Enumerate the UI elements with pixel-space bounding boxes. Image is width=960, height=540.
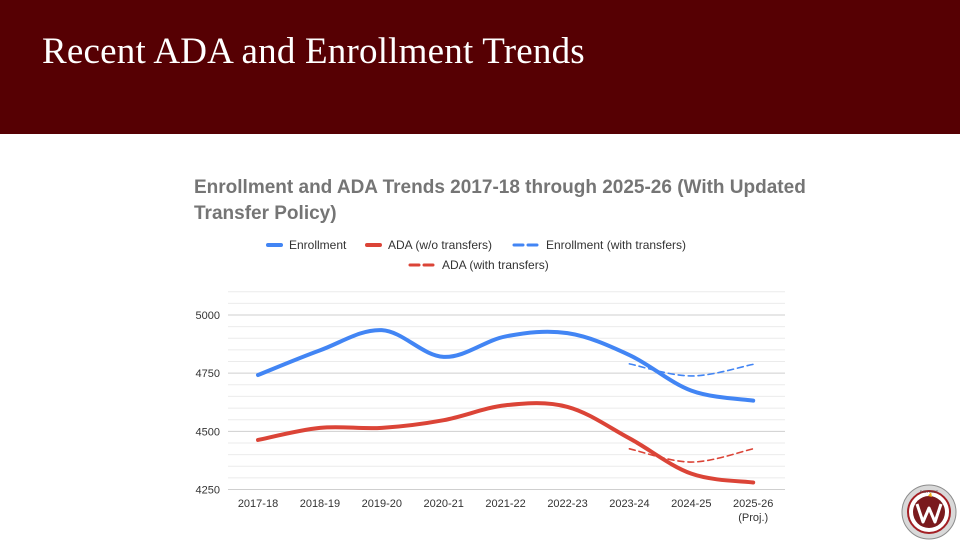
- x-tick-label: 2020-21: [424, 498, 464, 510]
- x-tick-label: 2022-23: [547, 498, 587, 510]
- y-tick-label: 4250: [196, 485, 220, 497]
- x-tick-label: 2018-19: [300, 498, 340, 510]
- y-tick-label: 5000: [196, 310, 220, 322]
- legend-label-enrollment: Enrollment: [289, 238, 347, 252]
- y-tick-label: 4500: [196, 426, 220, 438]
- slide-header: Recent ADA and Enrollment Trends: [0, 0, 960, 134]
- slide-title: Recent ADA and Enrollment Trends: [42, 31, 585, 72]
- series-line-ada-with-transfers: [628, 447, 754, 463]
- legend-label-ada-w-o-transfers: ADA (w/o transfers): [388, 238, 492, 252]
- x-tick-label: 2021-22: [485, 498, 525, 510]
- legend-label-enrollment-with-transfers: Enrollment (with transfers): [546, 238, 686, 252]
- y-tick-label: 4750: [196, 368, 220, 380]
- x-tick-label: 2023-24: [609, 498, 649, 510]
- x-tick-sublabel: (Proj.): [738, 512, 768, 524]
- x-tick-label: 2025-26: [733, 498, 773, 510]
- district-seal-logo: DISTRICT: [901, 484, 957, 540]
- x-tick-label: 2019-20: [362, 498, 402, 510]
- series-line-enrollment: [256, 328, 756, 403]
- x-tick-label: 2024-25: [671, 498, 711, 510]
- svg-text:DISTRICT: DISTRICT: [920, 489, 939, 494]
- series-line-enrollment-with-transfers: [628, 363, 754, 377]
- legend-label-ada-with-transfers: ADA (with transfers): [442, 258, 549, 272]
- chart-title: Enrollment and ADA Trends 2017-18 throug…: [194, 177, 806, 224]
- series-line-ada-w-o-transfers: [256, 401, 756, 485]
- x-tick-label: 2017-18: [238, 498, 278, 510]
